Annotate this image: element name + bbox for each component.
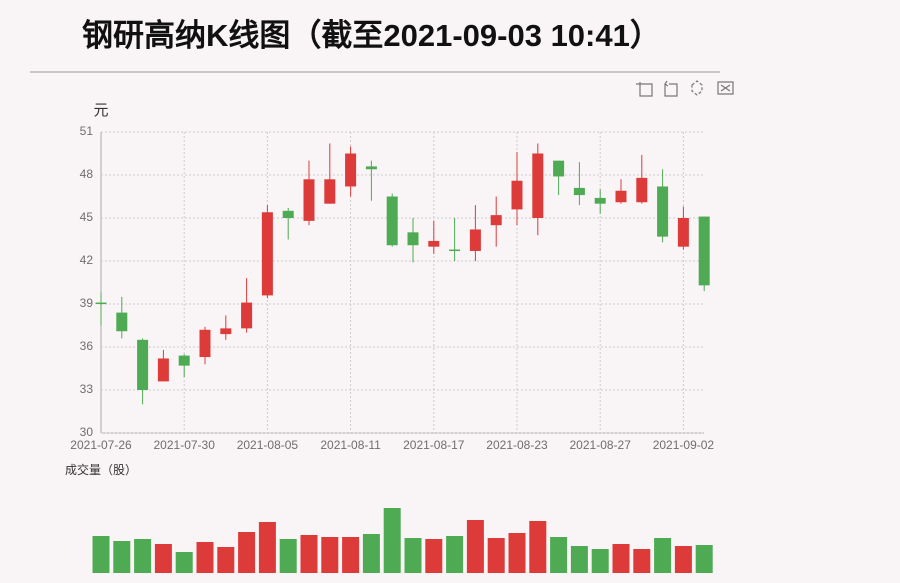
x-tick-label: 2021-08-17 — [403, 438, 465, 452]
volume-bar — [487, 538, 505, 573]
candle-body — [553, 160, 565, 177]
volume-bar — [258, 522, 276, 573]
candle-body — [157, 358, 169, 382]
candle-body — [449, 249, 461, 252]
candle-body — [365, 166, 377, 170]
candle-body — [95, 302, 107, 305]
candle-body — [490, 215, 502, 226]
x-tick-label: 2021-08-27 — [570, 438, 632, 452]
candle-body — [178, 355, 190, 366]
candle-body — [199, 329, 211, 358]
x-tick-label: 2021-09-02 — [653, 438, 715, 452]
zoom-reset-button[interactable] — [664, 80, 678, 97]
volume-bar — [466, 520, 484, 573]
y-tick-label: 36 — [80, 339, 94, 353]
y-tick-label: 45 — [80, 210, 94, 224]
volume-bar — [92, 536, 110, 573]
volume-bar — [300, 535, 318, 573]
volume-bar — [154, 544, 172, 573]
volume-bar — [404, 538, 422, 573]
candle-body — [677, 218, 689, 247]
candle-body — [469, 229, 481, 251]
x-tick-label: 2021-08-23 — [486, 438, 548, 452]
volume-bar — [570, 546, 588, 573]
volume-bar — [654, 538, 672, 573]
y-tick-label: 39 — [80, 296, 94, 310]
x-tick-label: 2021-08-11 — [320, 438, 381, 452]
candle-body — [324, 179, 336, 204]
volume-bar — [362, 534, 380, 573]
candle-body — [386, 196, 398, 246]
volume-bar — [113, 541, 131, 573]
y-tick-label: 51 — [80, 124, 94, 138]
candle-body — [615, 190, 627, 203]
volume-title: 成交量（股） — [65, 462, 137, 477]
candle-body — [636, 177, 648, 203]
y-tick-label: 30 — [80, 425, 94, 439]
candle-body — [532, 153, 544, 218]
volume-bar — [633, 549, 651, 573]
volume-bar — [175, 552, 193, 573]
candle-body — [241, 302, 253, 329]
candle-body — [594, 197, 606, 204]
candle-body — [428, 240, 440, 247]
page-title: 钢研高纳K线图（截至2021-09-03 10:41） — [82, 18, 661, 53]
y-tick-label: 42 — [80, 253, 94, 267]
volume-bar — [321, 537, 339, 573]
x-tick-label: 2021-08-05 — [237, 438, 299, 452]
volume-bar — [612, 544, 630, 573]
volume-bar — [279, 539, 297, 573]
x-tick-label: 2021-07-30 — [154, 438, 216, 452]
volume-bar — [238, 532, 256, 573]
y-axis-label: 元 — [93, 102, 108, 119]
restore-button[interactable] — [691, 80, 703, 96]
toolbar — [636, 80, 734, 97]
save-button[interactable] — [717, 81, 734, 95]
volume-bar — [674, 546, 692, 573]
volume-bar — [134, 539, 152, 573]
candle-body — [116, 312, 128, 332]
candle-body — [282, 210, 294, 218]
candle-body — [573, 187, 585, 196]
volume-bar — [591, 549, 609, 573]
candle-body — [657, 186, 669, 237]
candle-body — [698, 216, 710, 286]
y-tick-label: 48 — [80, 167, 94, 181]
volume-bar — [508, 533, 526, 573]
volume-bar — [550, 537, 568, 573]
zoom-button[interactable] — [636, 82, 653, 97]
volume-bar — [425, 539, 443, 573]
candle-body — [345, 153, 357, 187]
y-tick-label: 33 — [80, 382, 94, 396]
candle-body — [303, 179, 315, 221]
volume-bar — [196, 542, 214, 573]
candle-body — [261, 212, 273, 296]
x-tick-label: 2021-07-26 — [70, 438, 132, 452]
volume-bar — [446, 536, 464, 573]
candle-body — [407, 232, 419, 246]
volume-bar — [695, 545, 713, 573]
volume-bar — [342, 537, 360, 573]
candle-body — [137, 339, 149, 390]
candle-body — [220, 328, 232, 335]
volume-bar — [383, 508, 401, 573]
candle-body — [511, 180, 523, 210]
volume-bar — [217, 547, 235, 573]
volume-bar — [529, 521, 547, 573]
